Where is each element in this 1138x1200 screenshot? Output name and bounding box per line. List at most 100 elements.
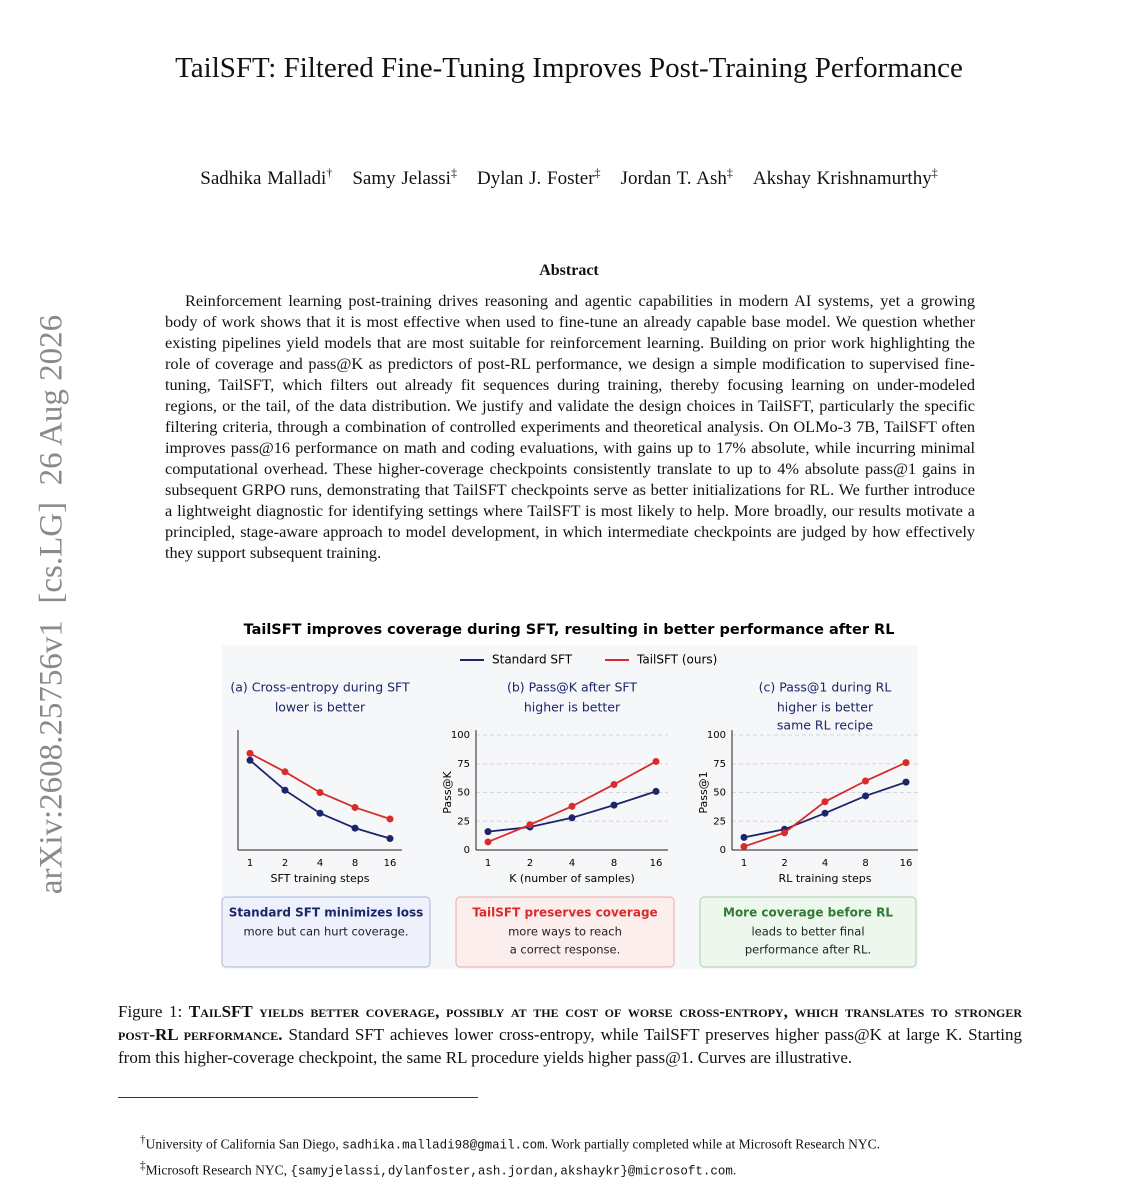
data-point [484, 828, 492, 836]
x-axis-label: RL training steps [779, 872, 872, 885]
y-tick-label: 0 [464, 845, 470, 856]
data-point [740, 833, 748, 841]
note-box [699, 896, 917, 968]
author-mark: ‡ [931, 166, 938, 180]
x-tick-label: 1 [741, 858, 747, 869]
author-name: Akshay Krishnamurthy [752, 168, 932, 190]
data-point [652, 757, 660, 765]
data-point [652, 787, 660, 795]
footnote-email: sadhika.malladi98@gmail.com [342, 1138, 545, 1153]
note-title: More coverage before RL [723, 906, 893, 920]
footnote-text: University of California San Diego, [145, 1136, 343, 1152]
panel-title: (c) Pass@1 during RL [759, 680, 892, 695]
panel-title: (a) Cross-entropy during SFT [230, 680, 410, 695]
caption-text: Standard SFT achieves lower cross-entrop… [118, 1025, 1023, 1067]
x-tick-label: 16 [900, 858, 913, 869]
data-point [862, 792, 869, 800]
footnote-mark: ‡ [140, 1159, 146, 1172]
y-axis-label: Pass@1 [697, 771, 710, 813]
data-point [281, 768, 289, 776]
panel-subtitle: same RL recipe [777, 718, 873, 733]
y-tick-label: 25 [713, 816, 726, 827]
note-title: TailSFT preserves coverage [472, 906, 657, 920]
figure: TailSFT improves coverage during SFT, re… [221, 622, 918, 969]
y-tick-label: 75 [713, 759, 726, 770]
x-tick-label: 2 [527, 858, 533, 869]
paper-title: TailSFT: Filtered Fine-Tuning Improves P… [175, 52, 963, 84]
note-title: Standard SFT minimizes loss [229, 906, 424, 920]
footnotes: †University of California San Diego, sad… [140, 1130, 1100, 1181]
legend-label: Standard SFT [492, 653, 573, 667]
y-tick-label: 100 [707, 730, 726, 741]
x-tick-label: 4 [822, 858, 828, 869]
y-tick-label: 50 [713, 788, 726, 799]
footnote-mark: † [140, 1134, 146, 1146]
x-tick-label: 4 [317, 858, 323, 869]
author-name: Sadhika Malladi [200, 168, 327, 190]
data-point [740, 843, 748, 851]
x-tick-label: 8 [862, 858, 868, 869]
footnote-email: {samyjelassi,dylanfoster,ash.jordan,aksh… [290, 1164, 733, 1178]
x-tick-label: 8 [352, 858, 358, 869]
data-point [246, 749, 254, 757]
arxiv-stamp: arXiv:2608.25756v1 [cs.LG] 26 Aug 2026 [33, 314, 70, 895]
author-name: Samy Jelassi [352, 168, 451, 190]
data-point [821, 809, 829, 817]
author-list: Sadhika Malladi† Samy Jelassi‡ Dylan J. Fo… [0, 166, 1138, 190]
x-tick-label: 1 [247, 858, 253, 869]
x-axis-label: SFT training steps [271, 872, 370, 885]
abstract-text: Reinforcement learning post-training dri… [165, 291, 975, 562]
note-box [221, 896, 431, 968]
footnote-text: . Work partially completed while at Micr… [544, 1136, 880, 1152]
y-tick-label: 50 [457, 788, 470, 799]
footnote: ‡Microsoft Research NYC, {samyjelassi,dy… [140, 1156, 1100, 1182]
footnote: †University of California San Diego, sad… [140, 1130, 1100, 1156]
y-tick-label: 0 [720, 845, 726, 856]
data-point [568, 802, 576, 810]
data-point [351, 824, 359, 832]
data-point [526, 821, 534, 829]
y-axis-label: Pass@K [441, 770, 454, 813]
panel-title: (b) Pass@K after SFT [507, 680, 637, 695]
x-tick-label: 4 [569, 858, 575, 869]
data-point [821, 798, 829, 806]
note-box [455, 896, 675, 968]
note-line: more ways to reach [508, 925, 622, 939]
author-mark: † [326, 166, 333, 180]
y-tick-label: 75 [457, 759, 470, 770]
panel-subtitle: lower is better [275, 700, 366, 715]
author-name: Dylan J. Foster [476, 168, 595, 190]
x-tick-label: 2 [781, 858, 787, 869]
data-point [781, 829, 788, 837]
data-point [862, 777, 869, 785]
x-tick-label: 16 [650, 858, 663, 869]
author-mark: ‡ [450, 166, 457, 180]
x-tick-label: 1 [485, 858, 491, 869]
data-point [316, 809, 324, 817]
panel-subtitle: higher is better [524, 700, 621, 715]
data-point [281, 786, 289, 794]
data-point [386, 835, 394, 842]
x-tick-label: 2 [282, 858, 288, 869]
data-point [351, 803, 359, 811]
author: Samy Jelassi‡ [352, 166, 457, 190]
y-tick-label: 25 [457, 816, 470, 827]
author: Jordan T. Ash‡ [621, 166, 733, 189]
x-tick-label: 8 [611, 858, 617, 869]
caption-bold: TailSFT yields better coverage, possibly… [118, 1002, 1023, 1044]
y-tick-label: 100 [451, 730, 470, 741]
note-line: performance after RL. [745, 943, 871, 957]
panel-subtitle: higher is better [777, 700, 874, 715]
caption-label: Figure 1: [118, 1002, 183, 1021]
data-point [568, 814, 576, 822]
author-mark: ‡ [594, 166, 601, 180]
author: Dylan J. Foster‡ [476, 166, 601, 190]
data-point [610, 780, 618, 788]
footnote-rule [118, 1097, 478, 1098]
legend-label: TailSFT (ours) [636, 653, 717, 667]
figure-title: TailSFT improves coverage during SFT, re… [244, 622, 895, 638]
data-point [246, 756, 254, 764]
abstract-heading: Abstract [539, 262, 599, 279]
